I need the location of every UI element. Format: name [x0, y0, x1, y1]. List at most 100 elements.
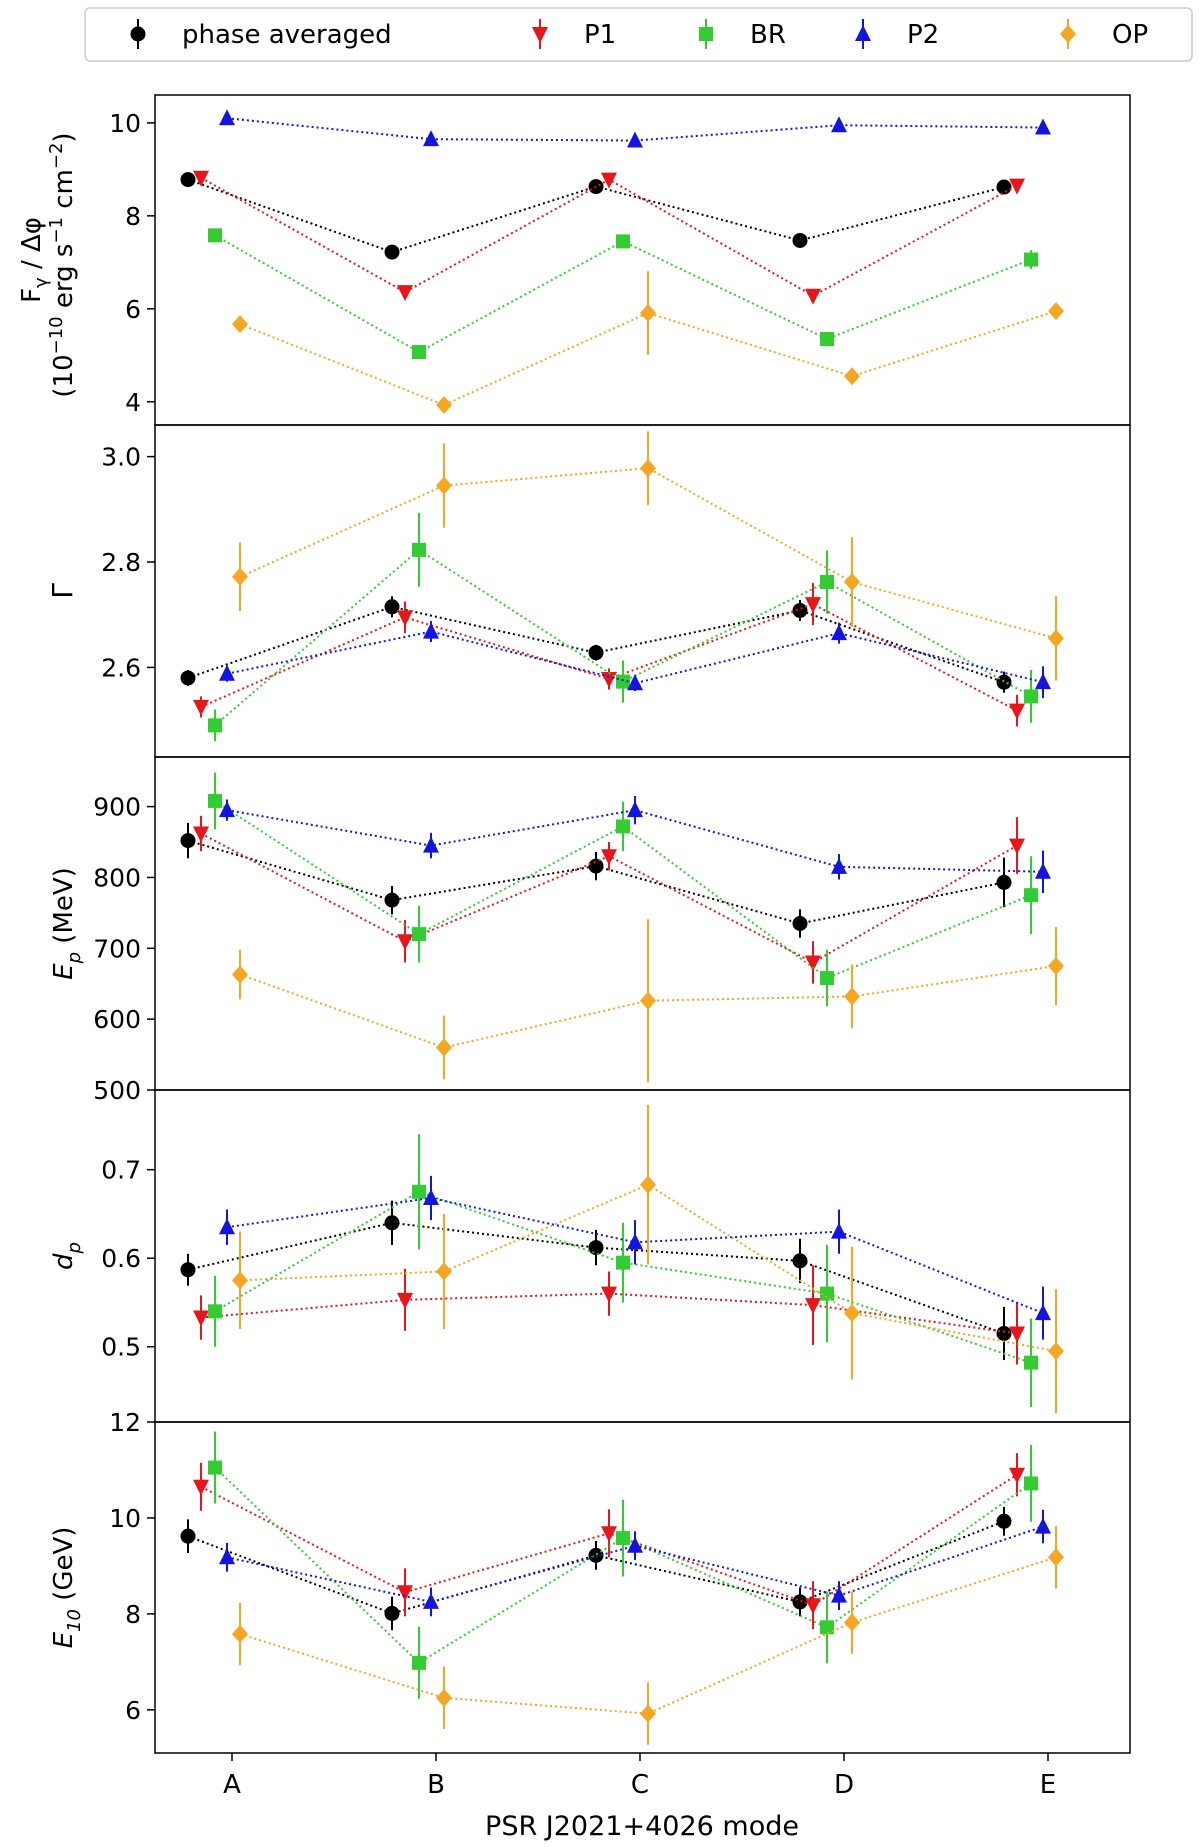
- point-OP-B: [436, 476, 452, 495]
- point-OP-C: [640, 1175, 656, 1194]
- series-BR: [208, 1134, 1038, 1407]
- legend-label-P1: P1: [584, 20, 616, 50]
- point-P1-C: [601, 172, 617, 189]
- point-phase_averaged-A: [180, 1528, 196, 1544]
- series-line-BR: [214, 800, 1032, 980]
- series-BR: [208, 513, 1038, 742]
- point-OP-E: [1048, 957, 1064, 976]
- point-phase_averaged-B: [384, 1215, 400, 1231]
- y-tick-label: 6: [125, 1696, 141, 1725]
- y-axis-label: Ep (MeV): [49, 867, 85, 980]
- legend-marker-P1: [532, 27, 548, 43]
- point-phase_averaged-A: [180, 172, 196, 188]
- point-phase_averaged-A: [180, 833, 196, 849]
- series-phase_averaged: [180, 1506, 1012, 1631]
- panel-frame: [154, 94, 1131, 426]
- point-phase_averaged-D: [792, 1253, 808, 1269]
- point-phase_averaged-E: [996, 1325, 1012, 1341]
- point-P1-A: [193, 1310, 209, 1327]
- point-OP-D: [844, 1304, 860, 1323]
- point-P2-A: [219, 664, 235, 681]
- y-axis-label: dp: [49, 1242, 85, 1270]
- series-BR: [208, 1431, 1038, 1699]
- point-phase_averaged-B: [384, 892, 400, 908]
- point-BR-C: [616, 234, 630, 249]
- point-P2-B: [423, 622, 439, 639]
- point-phase_averaged-C: [588, 179, 604, 195]
- y-tick-label: 700: [93, 934, 141, 963]
- point-BR-A: [208, 718, 222, 733]
- point-P1-D: [805, 1298, 821, 1315]
- point-OP-A: [232, 315, 248, 334]
- y-tick-label: 8: [125, 1600, 141, 1629]
- point-BR-C: [616, 1531, 630, 1546]
- point-P2-A: [219, 801, 235, 818]
- point-BR-E: [1024, 1476, 1038, 1491]
- y-tick-label: 0.7: [101, 1156, 141, 1185]
- point-P2-D: [831, 1222, 847, 1239]
- y-tick-label: 12: [109, 1408, 141, 1437]
- panel-gamma: 2.6 2.8 3.0 Γ: [46, 424, 1131, 758]
- point-phase_averaged-B: [384, 1605, 400, 1621]
- panel-frame: [154, 756, 1131, 1091]
- y-tick-label: 900: [93, 793, 141, 822]
- point-P2-E: [1035, 673, 1051, 690]
- point-P2-C: [627, 131, 643, 148]
- point-P1-E: [1009, 1326, 1025, 1343]
- y-tick-label: 2.8: [101, 548, 141, 577]
- series-P2: [219, 109, 1051, 148]
- x-tick-label-D: D: [834, 1770, 854, 1800]
- point-BR-C: [616, 819, 630, 834]
- point-P2-B: [423, 1592, 439, 1609]
- point-BR-D: [820, 1620, 834, 1635]
- point-BR-A: [208, 793, 222, 808]
- point-P2-C: [627, 801, 643, 818]
- point-P1-E: [1009, 838, 1025, 855]
- point-phase_averaged-E: [996, 674, 1012, 690]
- point-P1-A: [193, 1479, 209, 1496]
- legend-marker-P2: [855, 25, 871, 41]
- point-P2-C: [627, 1536, 643, 1553]
- point-OP-A: [232, 1271, 248, 1290]
- point-phase_averaged-D: [792, 916, 808, 931]
- point-phase_averaged-A: [180, 670, 196, 686]
- point-P1-B: [397, 285, 413, 302]
- series-line-P2: [226, 117, 1044, 142]
- point-P1-D: [805, 1598, 821, 1615]
- point-BR-D: [820, 332, 834, 347]
- y-tick-label: 10: [109, 1504, 141, 1533]
- point-BR-A: [208, 1304, 222, 1319]
- series-P2: [219, 621, 1051, 698]
- point-BR-E: [1024, 1355, 1038, 1370]
- point-OP-C: [640, 991, 656, 1010]
- point-OP-A: [232, 965, 248, 984]
- point-OP-B: [436, 1688, 452, 1707]
- point-P1-D: [805, 597, 821, 614]
- point-OP-D: [844, 1613, 860, 1632]
- panel-frame: [154, 1089, 1131, 1423]
- series-line-BR: [214, 1190, 1032, 1364]
- y-tick-label: 6: [125, 295, 141, 324]
- series-line-phase_averaged: [187, 839, 1005, 925]
- series-line-OP: [239, 310, 1057, 407]
- point-BR-D: [820, 575, 834, 590]
- point-BR-C: [616, 1255, 630, 1270]
- series-line-P1: [200, 176, 1018, 297]
- x-tick-label-B: B: [427, 1770, 445, 1800]
- series-OP: [232, 1105, 1064, 1414]
- point-BR-A: [208, 228, 222, 243]
- series-P2: [219, 1509, 1051, 1617]
- point-P2-E: [1035, 1304, 1051, 1321]
- series-line-phase_averaged: [187, 1221, 1005, 1335]
- point-BR-D: [820, 971, 834, 986]
- point-P2-A: [219, 1548, 235, 1565]
- y-tick-label: 800: [93, 863, 141, 892]
- point-P1-B: [397, 934, 413, 951]
- point-P1-E: [1009, 703, 1025, 720]
- point-P1-E: [1009, 1467, 1025, 1484]
- point-OP-B: [436, 1038, 452, 1057]
- series-line-BR: [214, 234, 1032, 354]
- point-P2-E: [1035, 118, 1051, 135]
- series-OP: [232, 919, 1064, 1083]
- point-BR-B: [412, 1184, 426, 1199]
